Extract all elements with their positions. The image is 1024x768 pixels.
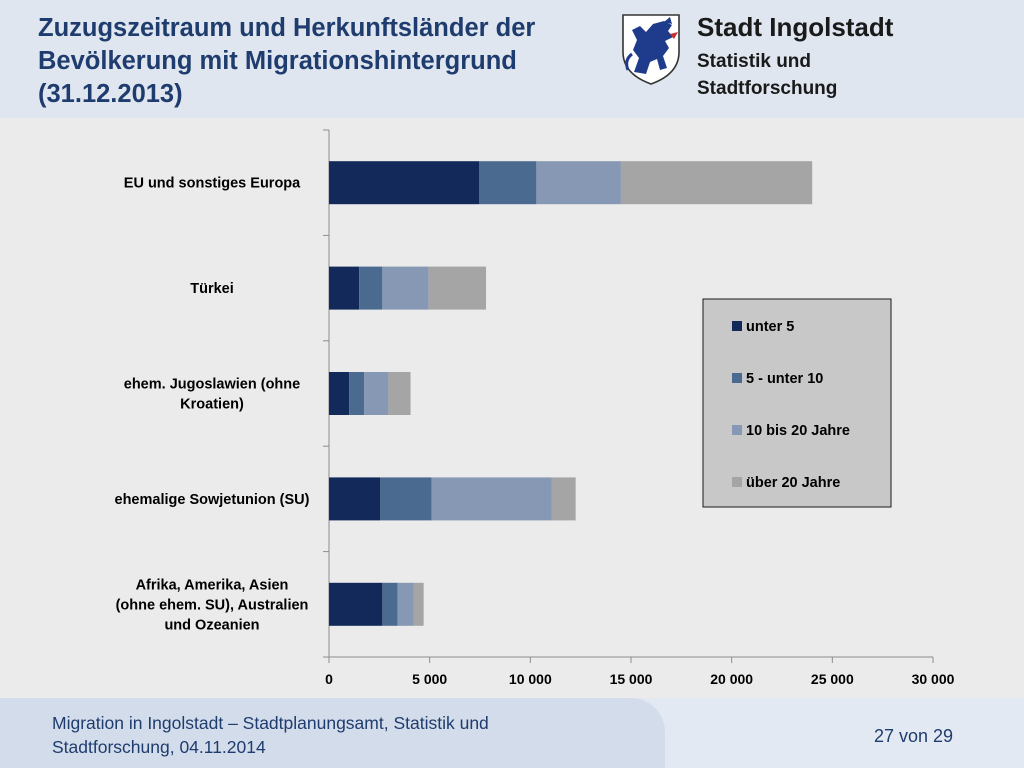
bar-5-unter-10	[349, 372, 365, 415]
footer-caption-line-1: Migration in Ingolstadt – Stadtplanungsa…	[52, 713, 489, 733]
bar-10-bis-20-jahre	[397, 582, 414, 626]
bar-uber-20-jahre	[620, 161, 813, 205]
bar-5-unter-10	[478, 161, 537, 205]
department-line-2: Stadtforschung	[697, 78, 838, 99]
page-title: Zuzugszeitraum und Herkunftsländer der B…	[38, 12, 608, 111]
category-label: ehemalige Sowjetunion (SU)	[115, 492, 310, 508]
organization-department: Statistik und Stadtforschung	[697, 48, 897, 102]
bar-uber-20-jahre	[413, 582, 424, 626]
department-line-1: Statistik und	[697, 51, 812, 72]
bar-uber-20-jahre	[428, 266, 487, 310]
bar-unter-5	[329, 372, 350, 415]
bar-5-unter-10	[380, 477, 432, 521]
category-label: ehem. Jugoslawien (ohne Kroatien)	[124, 377, 300, 413]
category-label: Türkei	[190, 281, 234, 297]
category-label: EU und sonstiges Europa	[124, 176, 301, 192]
header-band: Zuzugszeitraum und Herkunftsländer der B…	[0, 0, 1024, 118]
bar-10-bis-20-jahre	[382, 266, 429, 310]
footer-caption: Migration in Ingolstadt – Stadtplanungsa…	[52, 711, 612, 759]
legend-label: 10 bis 20 Jahre	[746, 423, 850, 439]
legend-swatch-uber-20-jahre	[732, 477, 742, 487]
stacked-bar-chart: 0 5 000 10 000 15 000 20 000 25 000 30 000 EU u…	[115, 129, 955, 687]
legend-label: 5 - unter 10	[746, 371, 823, 387]
legend-label: unter 5	[746, 319, 794, 335]
legend-label: über 20 Jahre	[746, 475, 840, 491]
title-line-3: (31.12.2013)	[38, 80, 183, 108]
x-tick-label: 25 000	[811, 671, 854, 687]
x-tick-label: 5 000	[412, 671, 447, 687]
title-line-1: Zuzugszeitraum und Herkunftsländer der	[38, 14, 536, 42]
page-number: 27 von 29	[874, 726, 954, 746]
bar-unter-5	[329, 161, 479, 205]
x-tick-label: 30 000	[912, 671, 955, 687]
x-tick-label: 15 000	[610, 671, 653, 687]
chart-area: 0 5 000 10 000 15 000 20 000 25 000 30 000 EU u…	[0, 118, 1024, 698]
bar-10-bis-20-jahre	[431, 477, 552, 521]
bar-unter-5	[329, 477, 381, 521]
footer-caption-line-2: Stadtforschung, 04.11.2014	[52, 737, 266, 757]
footer-caption-box: Migration in Ingolstadt – Stadtplanungsa…	[0, 698, 665, 768]
ingolstadt-panther-crest-icon	[622, 14, 680, 85]
x-tick-label: 20 000	[710, 671, 753, 687]
title-line-2: Bevölkerung mit Migrationshintergrund	[38, 47, 517, 75]
bar-5-unter-10	[382, 582, 398, 626]
legend-swatch-10-bis-20-jahre	[732, 425, 742, 435]
x-tick-label: 0	[325, 671, 333, 687]
bar-10-bis-20-jahre	[536, 161, 621, 205]
category-label: Afrika, Amerika, Asien (ohne ehem. SU), A…	[116, 577, 309, 633]
bar-10-bis-20-jahre	[364, 372, 389, 415]
x-tick-label: 10 000	[509, 671, 552, 687]
bar-unter-5	[329, 266, 360, 310]
legend-box	[702, 298, 892, 508]
bar-unter-5	[329, 582, 383, 626]
bar-uber-20-jahre	[551, 477, 576, 521]
legend-swatch-5-unter-10	[732, 373, 742, 383]
bar-5-unter-10	[359, 266, 383, 310]
bar-uber-20-jahre	[388, 372, 411, 415]
footer: Migration in Ingolstadt – Stadtplanungsa…	[0, 698, 1024, 768]
legend-swatch-unter-5	[732, 321, 742, 331]
organization-name: Stadt Ingolstadt	[697, 12, 894, 42]
